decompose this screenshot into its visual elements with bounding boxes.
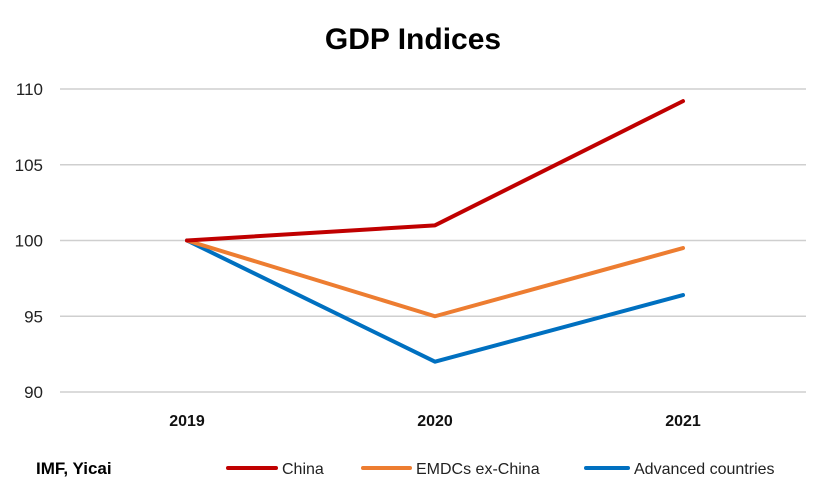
- y-gridlines: [60, 88, 806, 393]
- legend-label-china: China: [282, 461, 324, 478]
- y-tick-label-110: 110: [16, 80, 43, 99]
- legend: China EMDCs ex-China Advanced countries: [226, 461, 775, 478]
- legend-label-emdcs-ex-china: EMDCs ex-China: [416, 461, 540, 478]
- x-tick-label-2021: 2021: [665, 413, 701, 430]
- x-tick-labels: 2019 2020 2021: [169, 413, 701, 430]
- series-lines: [185, 99, 685, 364]
- x-tick-label-2019: 2019: [169, 413, 205, 430]
- x-tick-label-2020: 2020: [417, 413, 453, 430]
- legend-item-china: China: [226, 461, 324, 478]
- series-line-china: [185, 99, 685, 243]
- chart-title: GDP Indices: [325, 23, 501, 56]
- y-tick-label-105: 105: [15, 156, 43, 175]
- y-tick-label-90: 90: [24, 383, 43, 402]
- series-line-advanced-countries: [185, 238, 685, 364]
- y-tick-label-95: 95: [24, 307, 43, 326]
- legend-label-advanced-countries: Advanced countries: [634, 461, 775, 478]
- y-tick-labels: 110 105 100 95 90: [15, 80, 43, 402]
- y-tick-label-100: 100: [15, 232, 43, 251]
- legend-item-advanced-countries: Advanced countries: [584, 461, 775, 478]
- series-line-emdcs-ex-china: [185, 238, 685, 319]
- legend-item-emdcs-ex-china: EMDCs ex-China: [361, 461, 540, 478]
- source-label: IMF, Yicai: [36, 459, 112, 478]
